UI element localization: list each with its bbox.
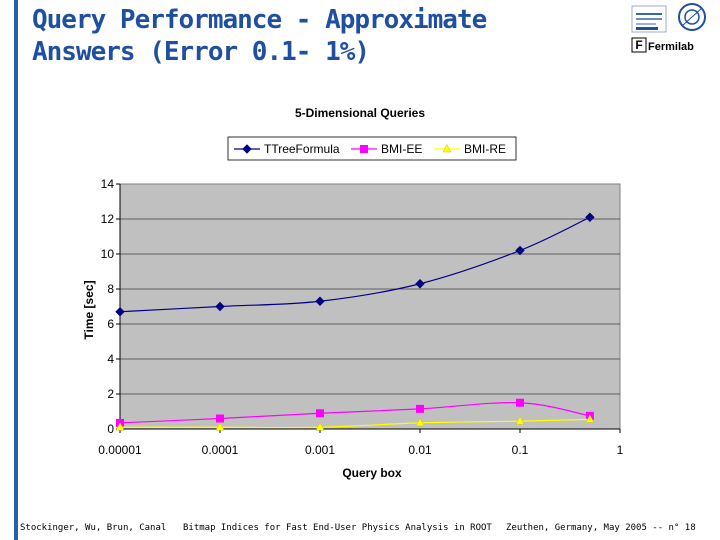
svg-text:F: F bbox=[635, 38, 642, 52]
data-point-ttreeformula bbox=[585, 212, 595, 222]
legend-marker-ttreeformula bbox=[242, 144, 252, 154]
data-point-bmi-ee bbox=[416, 404, 424, 413]
logo-area: F Fermilab bbox=[626, 2, 708, 58]
data-point-bmi-re bbox=[215, 422, 225, 431]
y-tick-label: 2 bbox=[107, 387, 114, 401]
y-tick-label: 14 bbox=[101, 177, 115, 191]
chart-title: 5-Dimensional Queries bbox=[295, 106, 425, 120]
data-point-ttreeformula bbox=[115, 307, 125, 317]
data-point-bmi-re bbox=[515, 416, 525, 425]
footer: Stockinger, Wu, Brun, Canal Bitmap Indic… bbox=[20, 523, 710, 537]
x-tick-label: 0.00001 bbox=[98, 443, 142, 457]
x-tick-label: 0.1 bbox=[512, 443, 529, 457]
data-point-ttreeformula bbox=[515, 245, 525, 256]
footer-venue-page: Zeuthen, Germany, May 2005 -- n° 18 bbox=[506, 523, 696, 533]
x-tick-label: 0.01 bbox=[408, 443, 432, 457]
x-tick-label: 0.001 bbox=[305, 443, 335, 457]
footer-talk-title: Bitmap Indices for Fast End-User Physics… bbox=[183, 523, 492, 533]
x-tick-label: 1 bbox=[617, 443, 624, 457]
y-tick-label: 6 bbox=[107, 317, 114, 331]
slide-title: Query Performance - Approximate Answers … bbox=[32, 4, 592, 68]
plot-area: 0 2 4 6 8 10 12 14 0.00001 0.0001 0.001 0.01 0.1 1 bbox=[98, 177, 623, 457]
data-point-bmi-ee bbox=[316, 409, 324, 418]
data-point-bmi-re bbox=[415, 417, 425, 427]
slide-title-line-1: Query Performance - Approximate bbox=[32, 5, 487, 35]
x-tick-label: 0.0001 bbox=[202, 443, 239, 457]
x-axis-label: Query box bbox=[342, 466, 402, 480]
legend-label-bmi-re: BMI-RE bbox=[464, 142, 506, 156]
institute-logo bbox=[631, 5, 667, 33]
data-point-bmi-re bbox=[585, 414, 595, 423]
legend-label-ttreeformula: TTreeFormula bbox=[264, 142, 340, 156]
data-point-ttreeformula bbox=[315, 296, 325, 306]
chart-legend: TTreeFormula BMI-EE BMI-RE bbox=[227, 136, 517, 161]
logos-graphic: F Fermilab bbox=[631, 3, 706, 53]
legend-marker-bmi-ee bbox=[360, 145, 368, 153]
fermilab-logo-text: Fermilab bbox=[648, 41, 694, 53]
y-tick-label: 10 bbox=[101, 247, 115, 261]
data-point-ttreeformula bbox=[215, 301, 225, 312]
legend-label-bmi-ee: BMI-EE bbox=[381, 142, 422, 156]
data-point-bmi-re bbox=[115, 422, 125, 431]
slide-title-line-2: Answers (Error 0.1- 1%) bbox=[32, 37, 370, 67]
data-point-ttreeformula bbox=[415, 279, 425, 289]
y-axis-label: Time [sec] bbox=[82, 280, 96, 339]
legend-marker-bmi-re bbox=[442, 143, 452, 153]
data-point-bmi-re bbox=[315, 422, 325, 431]
y-tick-label: 4 bbox=[107, 352, 114, 366]
accent-bar bbox=[14, 0, 18, 540]
series-ttreeformula bbox=[115, 212, 595, 317]
y-tick-label: 8 bbox=[107, 282, 114, 296]
data-point-bmi-ee bbox=[216, 414, 224, 423]
plot-background bbox=[119, 183, 621, 430]
y-tick-label: 0 bbox=[107, 422, 114, 436]
y-tick-label: 12 bbox=[101, 212, 115, 226]
footer-authors: Stockinger, Wu, Brun, Canal bbox=[20, 523, 167, 533]
series-bmi-re bbox=[115, 414, 595, 431]
cern-logo bbox=[678, 3, 706, 31]
fermilab-logo: F Fermilab bbox=[631, 37, 694, 53]
data-point-bmi-ee bbox=[516, 398, 524, 407]
